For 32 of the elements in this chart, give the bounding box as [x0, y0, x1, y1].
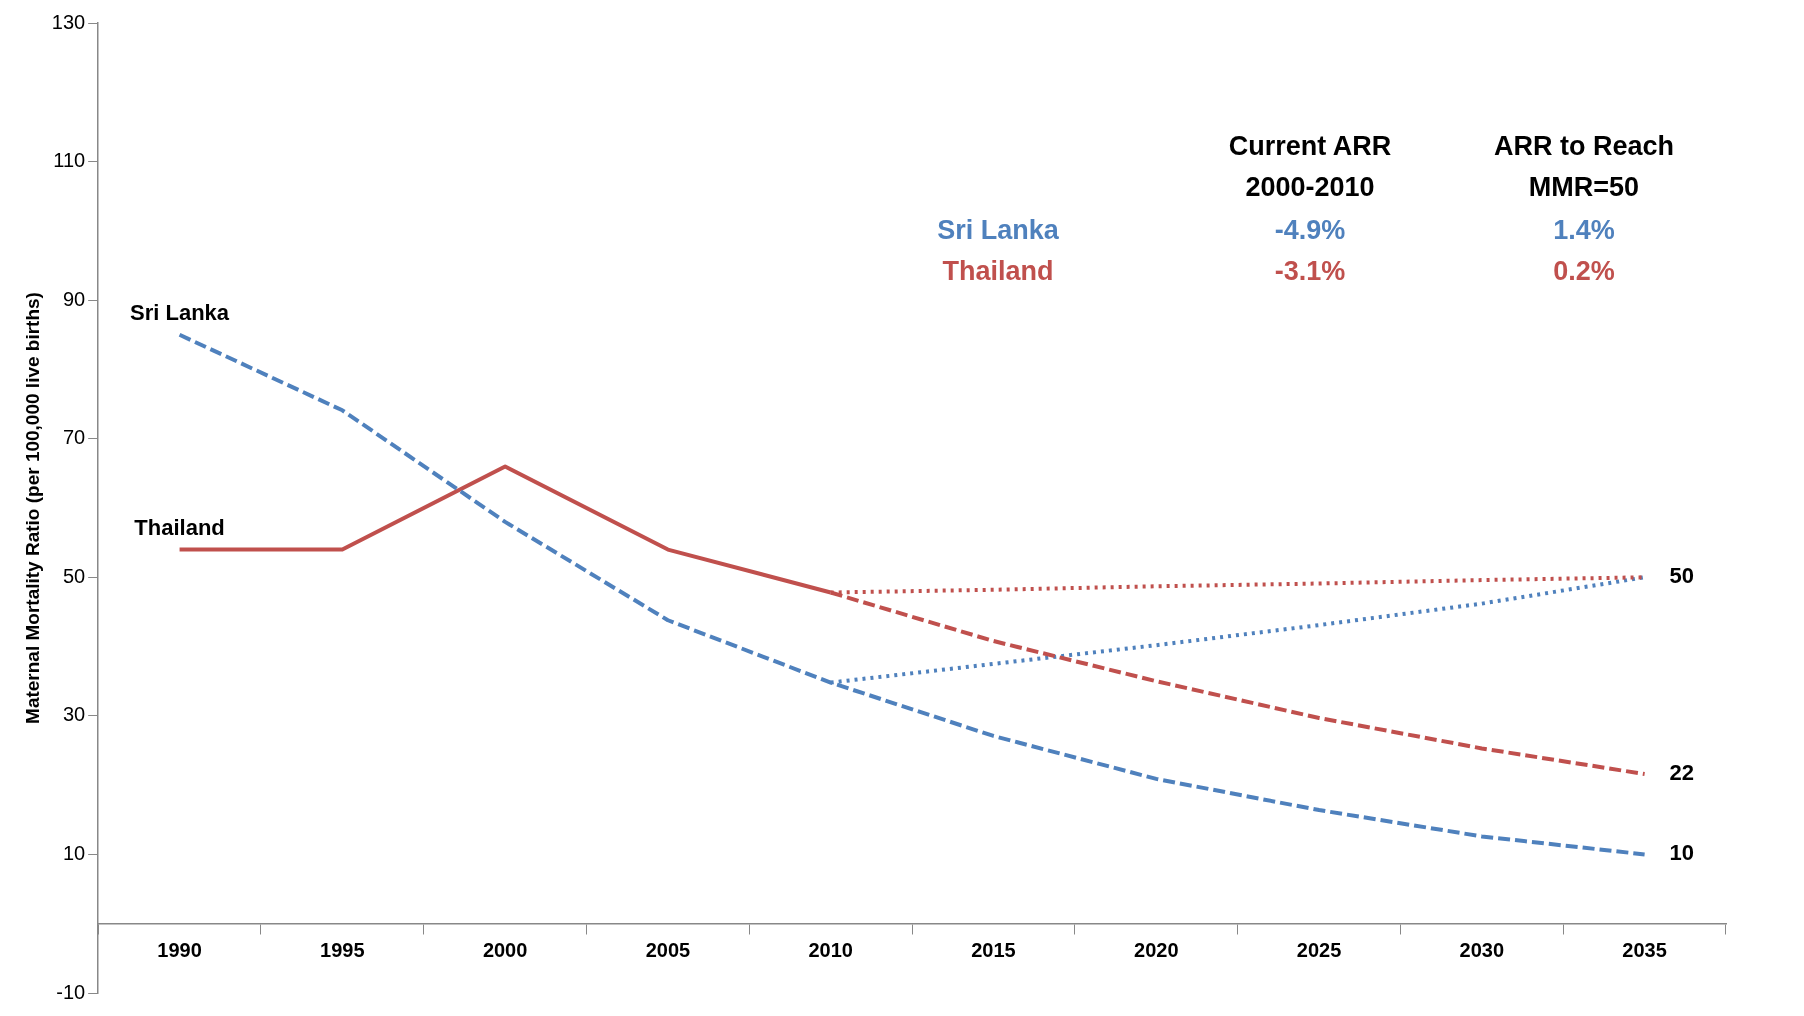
- annotation: ARR to Reach MMR=50: [1493, 130, 1675, 204]
- x-tick-label: 2025: [1296, 939, 1342, 962]
- x-tick-label: 1990: [157, 939, 202, 962]
- series-label: Thailand: [134, 514, 225, 540]
- text: Thailand: [942, 256, 1054, 286]
- annotation: -3.1%: [1274, 255, 1346, 288]
- x-tick-label: 2000: [482, 939, 528, 962]
- annotation: 0.2%: [1553, 255, 1615, 288]
- x-tick-label: 2035: [1622, 939, 1667, 962]
- y-tick-label: 50: [62, 564, 86, 587]
- annotation: 22: [1669, 760, 1695, 786]
- text: Sri Lanka: [937, 215, 1059, 245]
- annotation: -4.9%: [1274, 214, 1346, 247]
- annotation: 10: [1669, 840, 1695, 866]
- x-tick-label: 1995: [320, 939, 365, 962]
- y-tick-label: 10: [62, 841, 86, 864]
- x-tick-label: 2030: [1459, 939, 1505, 962]
- annotation: 1.4%: [1553, 214, 1615, 247]
- series-label: Sri Lanka: [130, 299, 230, 325]
- y-tick-label: 90: [62, 287, 86, 310]
- y-tick-label: 70: [62, 426, 86, 449]
- x-tick-label: 2010: [808, 939, 853, 962]
- annotation: Current ARR 2000-2010: [1228, 130, 1392, 204]
- y-tick-label: -10: [56, 980, 86, 1003]
- y-tick-label: 110: [53, 149, 86, 172]
- y-axis-title: Maternal Mortality Ratio (per 100,000 live births): [21, 292, 43, 724]
- annotation: 50: [1669, 563, 1695, 589]
- x-tick-label: 2020: [1134, 939, 1179, 962]
- y-tick-label: 130: [51, 10, 86, 33]
- x-tick-label: 2005: [645, 939, 691, 962]
- x-tick-label: 2015: [971, 939, 1016, 962]
- y-tick-label: 30: [62, 703, 86, 726]
